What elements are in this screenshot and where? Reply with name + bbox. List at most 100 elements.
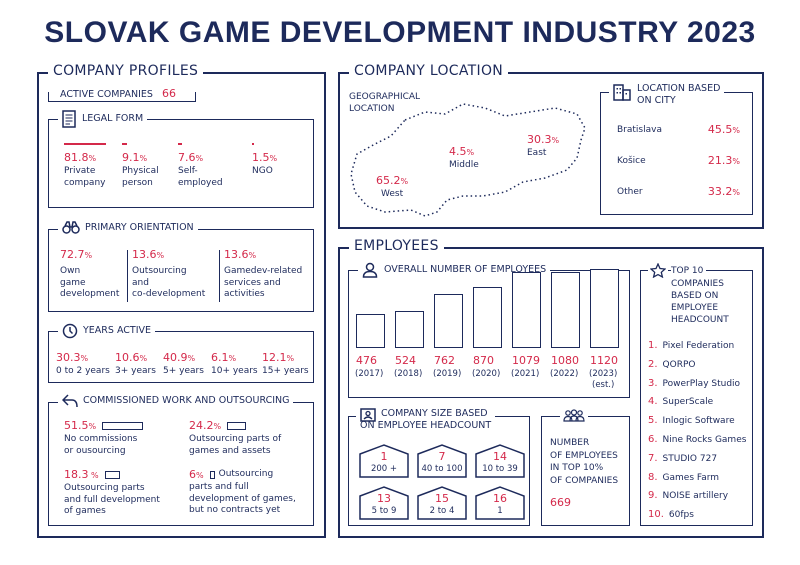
primary-orientation-title-label: PRIMARY ORIENTATION <box>85 221 194 233</box>
company-profiles-title: COMPANY PROFILES <box>48 63 204 79</box>
person-icon <box>362 262 378 278</box>
legal-label-line1: Physical <box>122 166 159 176</box>
employee-bar <box>551 272 580 348</box>
commissioned-label: Outsourcing parts of games and assets <box>189 434 281 457</box>
commissioned-label-line: Outsourcing parts of <box>189 434 282 444</box>
company-size-house <box>475 486 525 520</box>
years-percent: 10.6% <box>115 351 147 364</box>
slovakia-map <box>350 103 586 217</box>
top10-rank: 4. <box>648 396 658 408</box>
commissioned-percent: 18.3 % <box>64 468 99 481</box>
legal-percent: 9.1% <box>122 151 147 164</box>
employees-title: EMPLOYEES <box>349 238 444 254</box>
company-size-house <box>417 444 467 478</box>
legal-label-line2: company <box>64 177 106 188</box>
region-percent-value: 30.3 <box>527 133 552 146</box>
commissioned-percent-sign: % <box>88 422 97 431</box>
legal-share-line <box>64 143 106 145</box>
clock-icon <box>62 323 78 339</box>
commissioned-label-line: development of games, <box>189 493 296 504</box>
city-percent-percent: % <box>732 126 740 135</box>
commissioned-label-line: Outsourcing <box>218 468 274 479</box>
years-percent-percent: % <box>187 354 196 363</box>
top-share-line2: OF EMPLOYEES <box>550 450 618 461</box>
orientation-percent: 13.6% <box>224 248 256 261</box>
top10-item: 6. Nine Rocks Games <box>648 434 746 453</box>
company-size-count: 13 <box>377 492 391 505</box>
legal-percent-value: 1.5 <box>252 151 270 164</box>
years-label: 10+ years <box>211 366 258 376</box>
orientation-label-line: game <box>60 277 86 288</box>
top10-item: 9. NOISE artillery <box>648 490 746 509</box>
document-icon <box>62 110 76 128</box>
binoculars-icon <box>62 221 80 234</box>
company-size-count: 16 <box>493 492 507 505</box>
years-percent-value: 40.9 <box>163 351 188 364</box>
house-outline <box>475 444 525 478</box>
company-size-range: 1 <box>497 506 503 516</box>
top10-title-line2: COMPANIES <box>671 279 724 289</box>
employee-bar <box>512 272 541 348</box>
company-size-house <box>417 486 467 520</box>
top10-rank: 7. <box>648 452 658 464</box>
house-outline <box>417 444 467 478</box>
top10-name: SuperScale <box>662 397 714 408</box>
overall-employees-title-label: OVERALL NUMBER OF EMPLOYEES <box>384 264 547 275</box>
orientation-label-line: services and <box>224 277 281 288</box>
commissioned-percent: 24.2% <box>189 419 221 432</box>
top10-name: PowerPlay Studio <box>662 378 741 389</box>
region-percent-percent: % <box>551 136 560 145</box>
commissioned-label: No commissions or ousourcing <box>64 434 137 457</box>
top10-item: 7. STUDIO 727 <box>648 453 746 472</box>
commissioned-label-line: but no contracts yet <box>189 505 281 515</box>
top10-name: QORPO <box>662 359 696 370</box>
orientation-divider <box>219 250 220 302</box>
top10-title-line3: BASED ON <box>671 291 719 301</box>
commissioned-title: COMMISSIONED WORK AND OUTSOURCING <box>58 394 294 408</box>
commissioned-item: 18.3 % <box>64 468 120 481</box>
commissioned-bar <box>209 470 215 479</box>
company-size-range: 200 + <box>370 464 398 474</box>
top10-rank: 1. <box>648 340 658 351</box>
employee-bar-value: 1079 <box>512 354 540 367</box>
commissioned-title-label: COMMISSIONED WORK AND OUTSOURCING <box>83 395 290 406</box>
top10-name: 60fps <box>668 510 694 521</box>
commissioned-percent-sign: % <box>196 471 204 480</box>
region-name: East <box>527 148 547 158</box>
commissioned-percent: 51.5% <box>64 419 96 432</box>
legal-percent-percent: % <box>139 154 148 163</box>
employee-bar <box>590 269 619 348</box>
years-percent-percent: % <box>80 354 89 363</box>
company-size-house <box>359 444 409 478</box>
top10-name: Pixel Federation <box>662 341 735 351</box>
top10-list: 1. Pixel Federation 2. QORPO 3. PowerPlay Stu… <box>648 340 746 528</box>
house-outline <box>359 486 409 520</box>
commissioned-item: 51.5% <box>64 419 144 432</box>
orientation-percent-value: 72.7 <box>60 248 85 261</box>
top-share-line4: OF COMPANIES <box>550 475 619 486</box>
top10-rank: 2. <box>648 358 658 370</box>
company-size-range: 5 to 9 <box>371 506 397 516</box>
star-icon <box>648 263 668 278</box>
city-title-line1: LOCATION BASED <box>637 83 721 94</box>
company-size-house <box>359 486 409 520</box>
years-percent-value: 12.1 <box>262 351 287 364</box>
company-size-range: 40 to 100 <box>421 464 463 474</box>
employee-bar-year-est: (est.) <box>592 380 615 390</box>
years-percent-percent: % <box>139 354 148 363</box>
employee-bar-year: (2019) <box>433 369 462 379</box>
house-outline <box>475 486 525 520</box>
company-size-house <box>475 444 525 478</box>
legal-share-line <box>178 143 182 145</box>
orientation-percent: 13.6% <box>132 248 164 261</box>
share-arrow-icon <box>62 394 78 408</box>
employee-bar <box>434 294 463 348</box>
top10-title-line4: EMPLOYEE <box>671 303 719 313</box>
city-percent: 45.5% <box>700 123 740 136</box>
top10-item: 5. Inlogic Software <box>648 415 746 434</box>
city-name: Bratislava <box>617 125 662 135</box>
region-name: Middle <box>449 160 479 170</box>
years-active-title-label: YEARS ACTIVE <box>83 325 152 336</box>
top-share-label: NUMBER OF EMPLOYEES IN TOP 10% OF COMPAN… <box>550 437 618 487</box>
orientation-percent-percent: % <box>84 251 93 260</box>
